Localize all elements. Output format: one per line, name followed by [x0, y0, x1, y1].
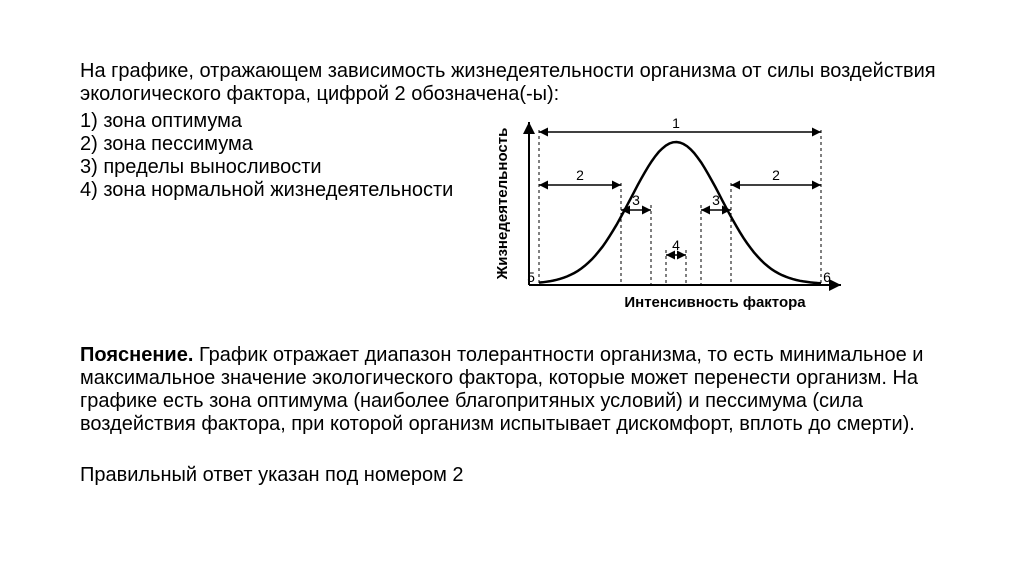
option-3: 3) пределы выносливости [80, 156, 453, 179]
svg-text:2: 2 [576, 167, 584, 183]
svg-text:3: 3 [632, 192, 640, 208]
svg-text:Жизнедеятельность: Жизнедеятельность [494, 128, 511, 281]
svg-text:2: 2 [772, 167, 780, 183]
svg-text:Интенсивность фактора: Интенсивность фактора [625, 294, 807, 311]
option-4: 4) зона нормальной жизнедеятельности [80, 179, 453, 202]
top-section: 1) зона оптимума 2) зона пессимума 3) пр… [80, 110, 944, 320]
explanation-label: Пояснение. [80, 344, 193, 366]
explanation-block: Пояснение. График отражает диапазон толе… [80, 344, 944, 436]
svg-text:5: 5 [527, 269, 535, 285]
option-2: 2) зона пессимума [80, 133, 453, 156]
option-1: 1) зона оптимума [80, 110, 453, 133]
svg-text:4: 4 [672, 237, 680, 253]
svg-text:3: 3 [712, 192, 720, 208]
svg-text:6: 6 [823, 269, 831, 285]
explanation-text: График отражает диапазон толерантности о… [80, 344, 923, 435]
answer-options: 1) зона оптимума 2) зона пессимума 3) пр… [80, 110, 453, 202]
svg-text:1: 1 [672, 115, 680, 131]
correct-answer: Правильный ответ указан под номером 2 [80, 464, 944, 487]
question-text: На графике, отражающем зависимость жизне… [80, 60, 944, 106]
tolerance-diagram: Жизнедеятельность Интенсивность фактора 1 2… [481, 110, 861, 320]
